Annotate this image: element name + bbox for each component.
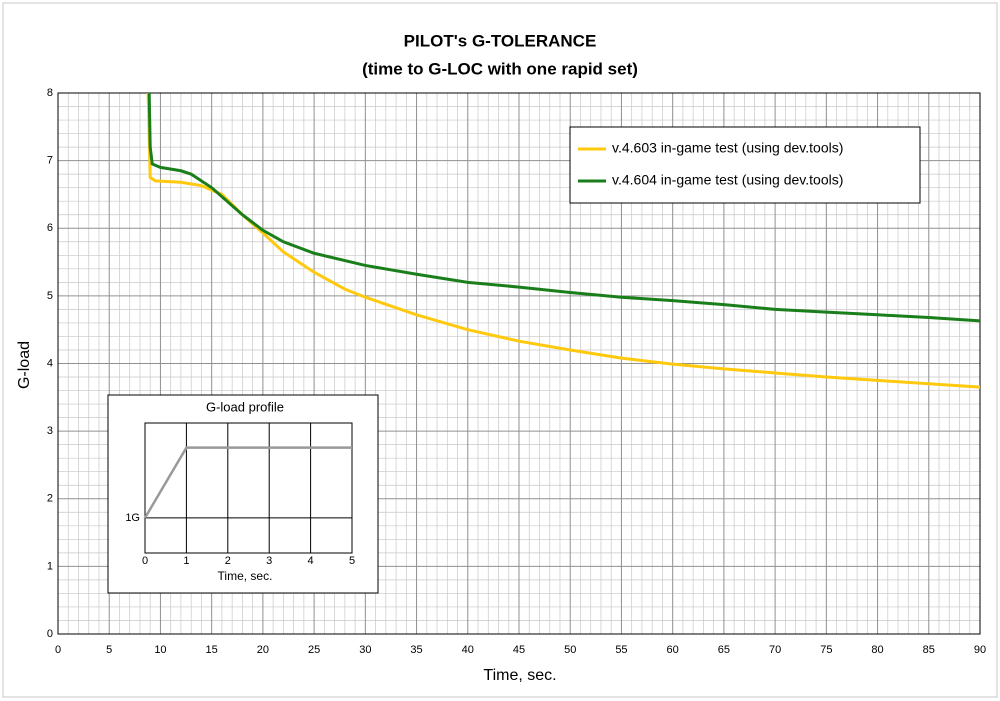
x-axis-label: Time, sec. — [483, 667, 556, 684]
y-tick-label: 1G — [125, 512, 140, 524]
series-line — [147, 92, 981, 323]
chart-title: PILOT's G-TOLERANCE — [404, 31, 597, 50]
y-tick-label: 8 — [47, 87, 53, 99]
x-tick-label: 40 — [462, 644, 474, 656]
x-tick-label: 0 — [142, 555, 148, 567]
main-plot: 0 5 10 15 20 25 30 35 40 45 50 55 60 65 70 75 80 85 900123… — [47, 87, 986, 656]
x-tick-label: 1 — [183, 555, 189, 567]
x-tick-label: 60 — [667, 644, 679, 656]
inset-x-label: Time, sec. — [218, 569, 273, 583]
chart-subtitle: (time to G-LOC with one rapid set) — [362, 59, 638, 78]
x-tick-label: 70 — [769, 644, 781, 656]
y-axis-label: G-load — [16, 341, 33, 389]
y-tick-label: 2 — [47, 493, 53, 505]
y-tick-label: 7 — [47, 155, 53, 167]
series-line — [146, 92, 981, 389]
x-tick-label: 80 — [871, 644, 883, 656]
x-tick-label: 5 — [349, 555, 355, 567]
x-tick-label: 35 — [410, 644, 422, 656]
x-tick-label: 30 — [359, 644, 371, 656]
x-tick-label: 20 — [257, 644, 269, 656]
x-tick-label: 3 — [266, 555, 272, 567]
x-tick-label: 2 — [225, 555, 231, 567]
legend-box — [569, 126, 921, 204]
x-tick-label: 10 — [154, 644, 166, 656]
x-tick-label: 55 — [615, 644, 627, 656]
x-tick-label: 75 — [820, 644, 832, 656]
inset-plot: 0 1 2 3 4 5 1G — [125, 422, 355, 567]
x-tick-label: 4 — [308, 555, 314, 567]
legend-label: v.4.604 in-game test (using dev.tools) — [612, 172, 843, 188]
series-line — [143, 446, 352, 519]
inset-title: G-load profile — [206, 399, 284, 414]
y-tick-label: 6 — [47, 222, 53, 234]
plot-frame — [57, 92, 981, 635]
inset-frame — [107, 394, 379, 594]
y-tick-label: 1 — [47, 560, 53, 572]
x-tick-label: 0 — [55, 644, 61, 656]
y-tick-label: 0 — [47, 628, 53, 640]
y-tick-label: 3 — [47, 425, 53, 437]
x-tick-label: 15 — [206, 644, 218, 656]
y-tick-label: 5 — [47, 290, 53, 302]
x-tick-label: 45 — [513, 644, 525, 656]
y-tick-label: 4 — [47, 357, 53, 369]
x-tick-label: 25 — [308, 644, 320, 656]
x-tick-label: 90 — [974, 644, 986, 656]
plot-frame — [144, 422, 353, 554]
x-tick-label: 85 — [923, 644, 935, 656]
x-tick-label: 50 — [564, 644, 576, 656]
legend-label: v.4.603 in-game test (using dev.tools) — [612, 140, 843, 156]
x-tick-label: 5 — [106, 644, 112, 656]
x-tick-label: 65 — [718, 644, 730, 656]
